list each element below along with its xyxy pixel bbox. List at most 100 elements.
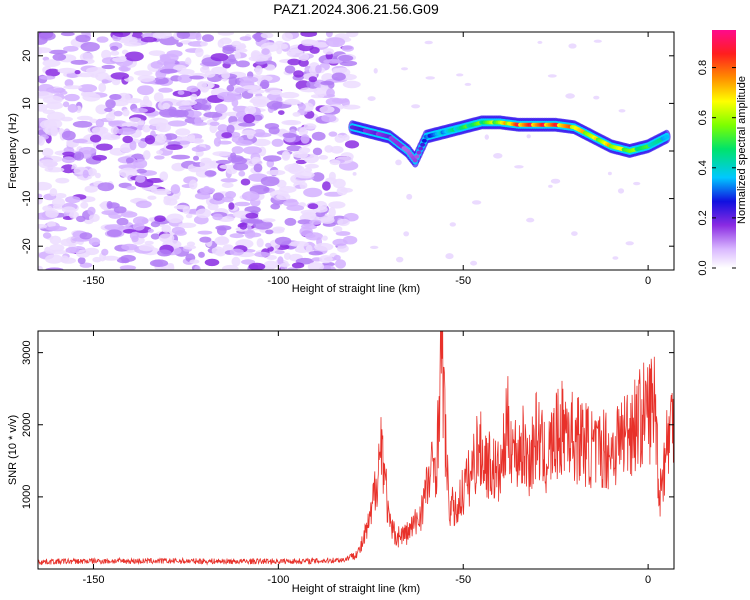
noise-speckle — [185, 213, 193, 219]
noise-speckle — [175, 128, 191, 136]
noise-speckle — [244, 105, 257, 115]
noise-speckle — [110, 45, 119, 51]
noise-speckle — [42, 59, 61, 67]
noise-speckle — [241, 191, 260, 202]
noise-speckle — [321, 235, 328, 241]
colorbar-tick-label: 0.4 — [697, 160, 709, 175]
noise-speckle — [213, 137, 222, 147]
noise-speckle — [328, 131, 338, 137]
snr-ticks: -150 -100 -50 0 1000 2000 3000 — [21, 331, 674, 586]
noise-speckle — [166, 213, 184, 224]
noise-speckle — [287, 58, 301, 66]
noise-speckle — [275, 97, 283, 103]
noise-speckle — [105, 113, 116, 121]
noise-speckle — [125, 157, 134, 164]
noise-speckle — [253, 163, 263, 173]
noise-speckle — [185, 110, 202, 118]
noise-speckle — [137, 85, 154, 95]
noise-speckle — [326, 88, 335, 98]
noise-speckle — [109, 94, 122, 100]
noise-speckle — [322, 48, 334, 55]
noise-speckle — [308, 251, 323, 256]
noise-speckle — [406, 193, 413, 200]
noise-speckle — [298, 58, 309, 67]
noise-speckle — [234, 51, 241, 60]
noise-speckle — [230, 157, 247, 165]
noise-speckle — [445, 253, 454, 260]
noise-speckle — [144, 135, 156, 145]
noise-speckle — [90, 134, 102, 143]
noise-speckle — [75, 34, 91, 43]
x-tick-label: -50 — [455, 275, 471, 287]
noise-speckle — [187, 209, 198, 214]
noise-speckle — [270, 203, 281, 210]
noise-speckle — [299, 181, 308, 190]
x-tick-label: -100 — [267, 574, 289, 586]
noise-speckle — [282, 132, 297, 138]
noise-speckle — [320, 83, 329, 91]
noise-speckle — [226, 124, 235, 134]
noise-speckle — [92, 154, 107, 161]
noise-speckle — [112, 32, 131, 38]
colorbar-tick-label: 0.8 — [697, 60, 709, 75]
noise-speckle — [219, 164, 234, 170]
noise-speckle — [279, 91, 300, 99]
noise-speckle — [121, 243, 138, 251]
noise-speckle — [234, 201, 251, 207]
noise-speckle — [300, 32, 318, 37]
noise-speckle — [95, 104, 108, 115]
colorbar: 0.0 0.2 0.4 0.6 0.8 Normalized spectral ampl… — [697, 30, 748, 276]
noise-speckle — [238, 122, 256, 127]
noise-speckle — [241, 259, 256, 265]
noise-speckle — [120, 66, 129, 72]
noise-speckle — [45, 68, 61, 77]
noise-speckle — [199, 160, 216, 170]
noise-speckle — [121, 258, 130, 264]
noise-speckle — [260, 176, 280, 187]
noise-speckle — [325, 37, 346, 47]
noise-speckle — [471, 200, 482, 205]
noise-speckle — [242, 85, 262, 90]
noise-speckle — [126, 185, 137, 191]
noise-speckle — [286, 204, 305, 211]
snr-ylabel: SNR (10 * v/v) — [7, 415, 19, 485]
noise-speckle — [159, 68, 178, 74]
noise-speckle — [104, 224, 125, 231]
noise-speckle — [143, 95, 150, 104]
signal-core — [414, 154, 420, 159]
noise-speckle — [307, 262, 325, 270]
noise-speckle — [101, 64, 116, 70]
noise-speckle — [284, 217, 297, 226]
noise-speckle — [197, 230, 213, 235]
noise-speckle — [38, 103, 48, 112]
noise-speckle — [163, 133, 178, 141]
noise-speckle — [52, 88, 66, 93]
snr-xlabel: Height of straight line (km) — [292, 583, 420, 595]
noise-speckle — [87, 206, 96, 216]
noise-speckle — [72, 138, 88, 144]
noise-speckle — [113, 206, 127, 214]
noise-speckle — [295, 159, 307, 165]
noise-speckle — [102, 255, 119, 261]
noise-speckle — [235, 60, 250, 68]
noise-speckle — [152, 32, 166, 39]
noise-speckle — [265, 229, 274, 235]
noise-speckle — [266, 169, 286, 176]
noise-speckle — [143, 150, 151, 160]
noise-speckle — [238, 170, 246, 177]
noise-speckle — [284, 120, 299, 125]
noise-speckle — [181, 100, 197, 106]
noise-speckle — [129, 140, 137, 151]
noise-speckle — [320, 80, 335, 86]
noise-speckle — [191, 146, 206, 152]
noise-speckle — [625, 241, 634, 246]
noise-speckle — [243, 113, 255, 124]
noise-speckle — [157, 249, 172, 257]
noise-speckle — [142, 124, 151, 133]
noise-speckle — [342, 80, 361, 89]
noise-speckle — [464, 82, 472, 86]
noise-speckle — [222, 46, 235, 55]
noise-speckle — [122, 135, 133, 144]
noise-speckle — [568, 43, 577, 49]
noise-speckle — [137, 120, 145, 126]
